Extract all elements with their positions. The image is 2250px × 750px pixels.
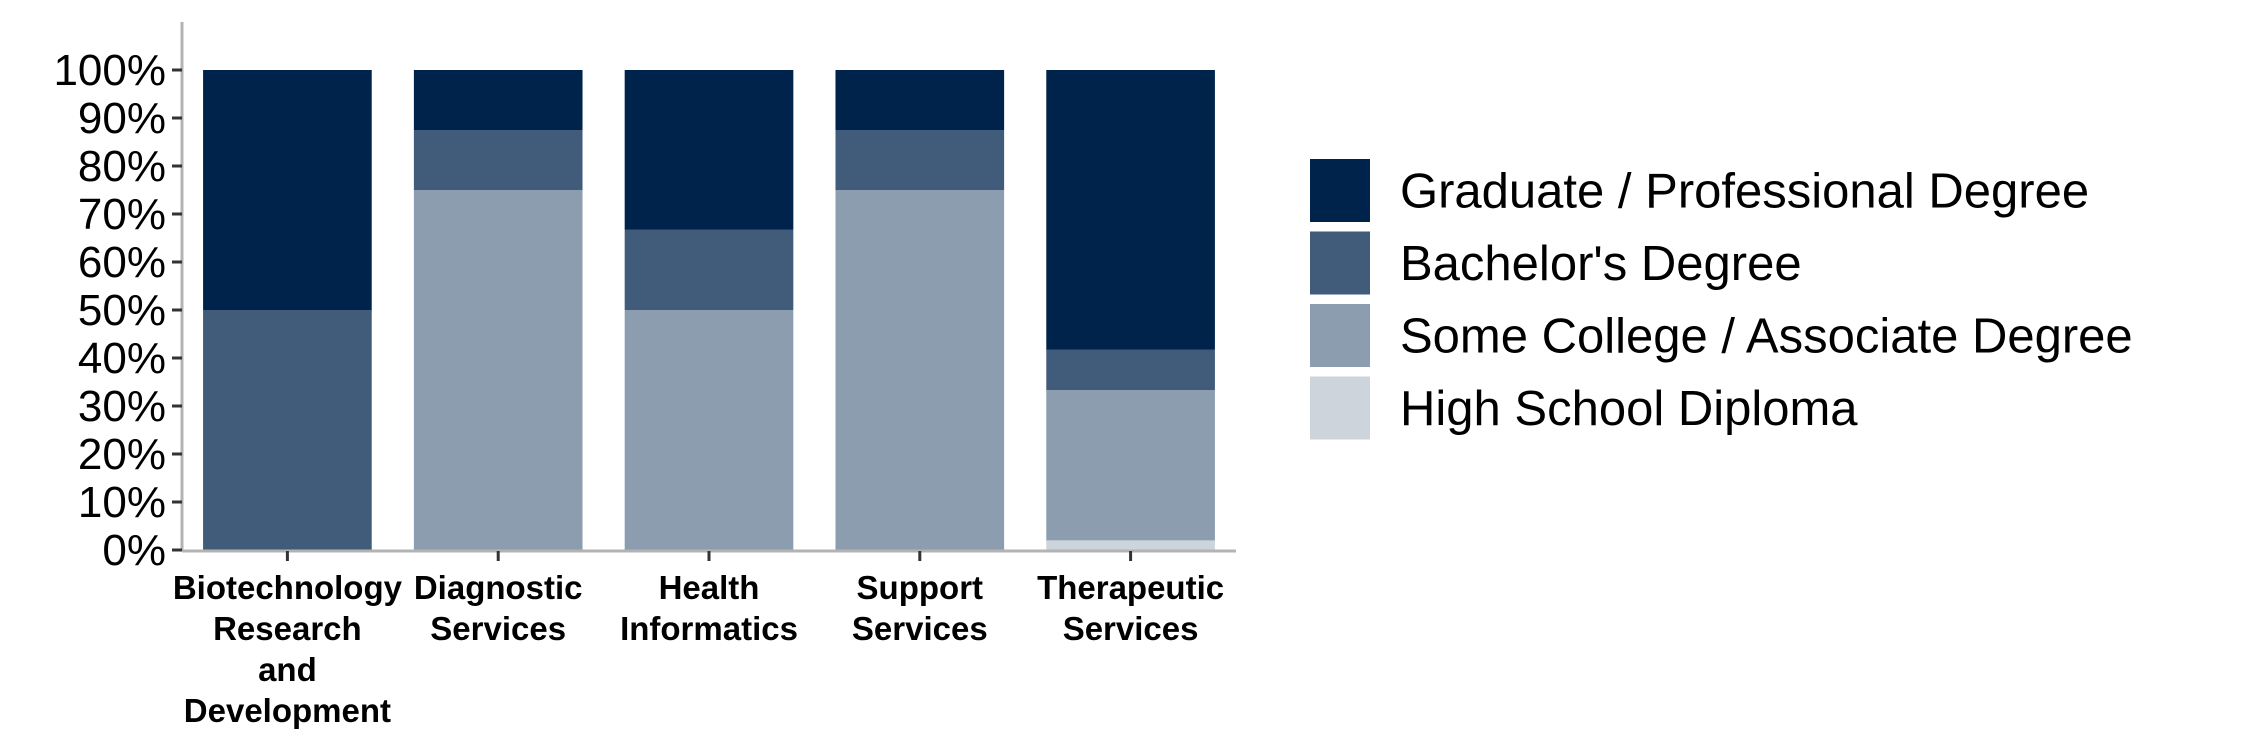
y-tick-label: 100% [53,46,166,95]
bar-segment-2-series-3 [413,130,583,190]
legend-key-2 [1306,227,1374,299]
legend-key-3 [1306,300,1374,371]
bar-segment-5-series-2 [1046,390,1215,541]
bar-segment-4-series-2 [835,190,1005,550]
bar-segment-4-series-4 [835,70,1005,130]
legend-key-4 [1306,372,1374,444]
legend-label-2: Bachelor's Degree [1400,237,1802,291]
axes-layer: 0%10%20%30%40%50%60%70%80%90%100% Biotech… [53,22,1236,729]
legend-key-1 [1306,155,1374,226]
x-tick-label: Therapeutic Services [1037,569,1224,647]
bar-segment-1-series-3 [203,310,372,550]
y-tick-label: 40% [78,334,166,383]
bar-segment-3-series-2 [624,310,794,550]
y-tick-label: 10% [78,478,166,527]
y-tick-label: 90% [78,94,166,143]
y-tick-label: 80% [78,142,166,191]
bar-segment-3-series-3 [624,229,794,310]
legend-label-1: Graduate / Professional Degree [1400,165,2089,219]
x-tick-label: Health Informatics [620,569,798,647]
y-tick-label: 70% [78,190,166,239]
bar-segment-5-series-4 [1046,70,1215,350]
x-tick-label: Support Services [852,569,988,647]
legend-label-3: Some College / Associate Degree [1400,310,2133,364]
bar-segment-1-series-4 [203,70,372,310]
legend-label-4: High School Diploma [1400,382,1858,436]
bar-segment-3-series-4 [624,70,794,230]
bar-segment-4-series-3 [835,130,1005,190]
bar-segment-5-series-3 [1046,349,1215,391]
x-tick-label: Diagnostic Services [414,569,583,647]
bar-segment-5-series-1 [1046,540,1215,550]
y-tick-label: 0% [102,526,166,575]
legend: Graduate / Professional Degree Bachelor's… [1306,155,2133,444]
y-tick-label: 20% [78,430,166,479]
bar-segment-2-series-4 [413,70,583,130]
bar-segment-2-series-2 [413,190,583,550]
y-tick-label: 60% [78,238,166,287]
y-tick-label: 50% [78,286,166,335]
y-tick-label: 30% [78,382,166,431]
bars-layer [203,70,1215,550]
x-tick-label: Biotechnology Research and Development [173,569,403,729]
